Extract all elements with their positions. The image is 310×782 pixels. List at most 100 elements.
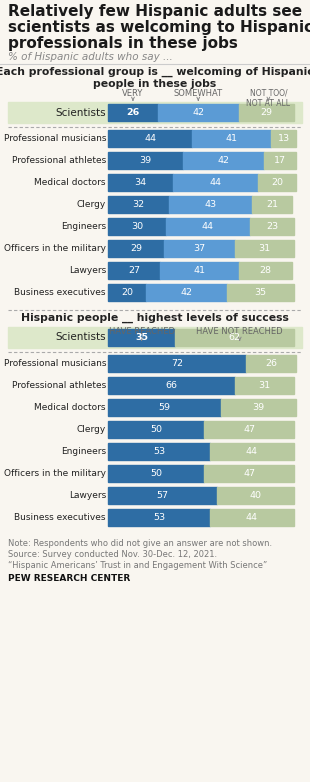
Text: 29: 29 (260, 108, 272, 117)
Text: Engineers: Engineers (61, 222, 106, 231)
Bar (108, 465, 204, 482)
Text: Officers in the military: Officers in the military (4, 244, 106, 253)
Text: Scientists: Scientists (55, 107, 106, 117)
Bar (204, 421, 294, 438)
Bar (246, 355, 296, 372)
Bar (235, 240, 294, 257)
Text: 44: 44 (202, 222, 214, 231)
Text: 27: 27 (128, 266, 140, 275)
Text: 53: 53 (153, 447, 165, 456)
Text: 32: 32 (133, 200, 145, 209)
Text: Medical doctors: Medical doctors (34, 178, 106, 187)
Bar (108, 329, 175, 346)
Text: HAVE NOT REACHED: HAVE NOT REACHED (197, 327, 283, 336)
Text: Professional musicians: Professional musicians (3, 134, 106, 143)
Text: Lawyers: Lawyers (69, 491, 106, 500)
Bar (235, 377, 294, 394)
Text: Each professional group is __ welcoming of Hispanic
people in these jobs: Each professional group is __ welcoming … (0, 67, 310, 89)
Text: 62: 62 (229, 333, 241, 342)
Text: 35: 35 (135, 333, 148, 342)
Text: 50: 50 (150, 469, 162, 478)
Text: 72: 72 (171, 359, 183, 368)
Text: HAVE REACHED: HAVE REACHED (108, 327, 175, 336)
Text: 20: 20 (271, 178, 283, 187)
Bar (227, 284, 294, 301)
Text: 41: 41 (193, 266, 205, 275)
Text: 42: 42 (217, 156, 229, 165)
Bar (108, 174, 173, 191)
Text: 44: 44 (246, 513, 258, 522)
Bar (166, 218, 250, 235)
Text: 26: 26 (126, 108, 140, 117)
Bar (264, 152, 296, 169)
Text: Hispanic people __ highest levels of success: Hispanic people __ highest levels of suc… (21, 313, 289, 323)
Bar (108, 262, 160, 279)
Text: “Hispanic Americans’ Trust in and Engagement With Science”: “Hispanic Americans’ Trust in and Engage… (8, 561, 267, 570)
Text: scientists as welcoming to Hispanic: scientists as welcoming to Hispanic (8, 20, 310, 35)
Bar (210, 443, 294, 460)
Bar (108, 421, 204, 438)
Text: 59: 59 (159, 403, 170, 412)
Text: 39: 39 (253, 403, 265, 412)
Text: Clergy: Clergy (77, 200, 106, 209)
Text: Business executives: Business executives (15, 513, 106, 522)
Text: 31: 31 (259, 381, 271, 390)
Text: NOT TOO/
NOT AT ALL: NOT TOO/ NOT AT ALL (246, 89, 290, 109)
Text: VERY: VERY (122, 89, 144, 98)
Bar (108, 487, 217, 504)
Bar (170, 196, 252, 213)
Text: 66: 66 (165, 381, 177, 390)
Text: Professional athletes: Professional athletes (12, 381, 106, 390)
Bar (108, 399, 221, 416)
Bar (204, 465, 294, 482)
Text: Source: Survey conducted Nov. 30-Dec. 12, 2021.: Source: Survey conducted Nov. 30-Dec. 12… (8, 550, 217, 559)
Text: 44: 44 (210, 178, 222, 187)
Text: 31: 31 (259, 244, 271, 253)
Bar (108, 104, 158, 121)
Bar (8, 327, 302, 348)
Text: Professional athletes: Professional athletes (12, 156, 106, 165)
Text: 44: 44 (144, 134, 156, 143)
Bar (210, 509, 294, 526)
Text: 42: 42 (181, 288, 193, 297)
Text: Relatively few Hispanic adults see: Relatively few Hispanic adults see (8, 4, 302, 19)
Bar (271, 130, 296, 147)
Text: 44: 44 (246, 447, 258, 456)
Text: 47: 47 (243, 425, 255, 434)
Bar (173, 174, 258, 191)
Text: Officers in the military: Officers in the military (4, 469, 106, 478)
Text: 41: 41 (226, 134, 238, 143)
Bar (146, 284, 227, 301)
Text: Lawyers: Lawyers (69, 266, 106, 275)
Text: 39: 39 (140, 156, 152, 165)
Bar (164, 240, 235, 257)
Bar (108, 152, 183, 169)
Text: 40: 40 (250, 491, 262, 500)
Text: 57: 57 (157, 491, 169, 500)
Text: PEW RESEARCH CENTER: PEW RESEARCH CENTER (8, 574, 130, 583)
Text: professionals in these jobs: professionals in these jobs (8, 36, 238, 51)
Text: Scientists: Scientists (55, 332, 106, 343)
Bar (108, 218, 166, 235)
Text: Professional musicians: Professional musicians (3, 359, 106, 368)
Text: 43: 43 (205, 200, 217, 209)
Text: 23: 23 (266, 222, 278, 231)
Text: Business executives: Business executives (15, 288, 106, 297)
Bar (183, 152, 264, 169)
Bar (108, 240, 164, 257)
Text: 50: 50 (150, 425, 162, 434)
Text: 17: 17 (274, 156, 286, 165)
Text: 47: 47 (243, 469, 255, 478)
Bar (221, 399, 296, 416)
Text: 29: 29 (130, 244, 142, 253)
Text: 20: 20 (121, 288, 133, 297)
Text: 35: 35 (255, 288, 267, 297)
Bar (258, 174, 296, 191)
Bar (239, 104, 294, 121)
Bar (158, 104, 239, 121)
Bar (108, 196, 170, 213)
Text: 13: 13 (278, 134, 290, 143)
Bar (250, 218, 294, 235)
Bar (160, 262, 239, 279)
Bar (108, 130, 193, 147)
